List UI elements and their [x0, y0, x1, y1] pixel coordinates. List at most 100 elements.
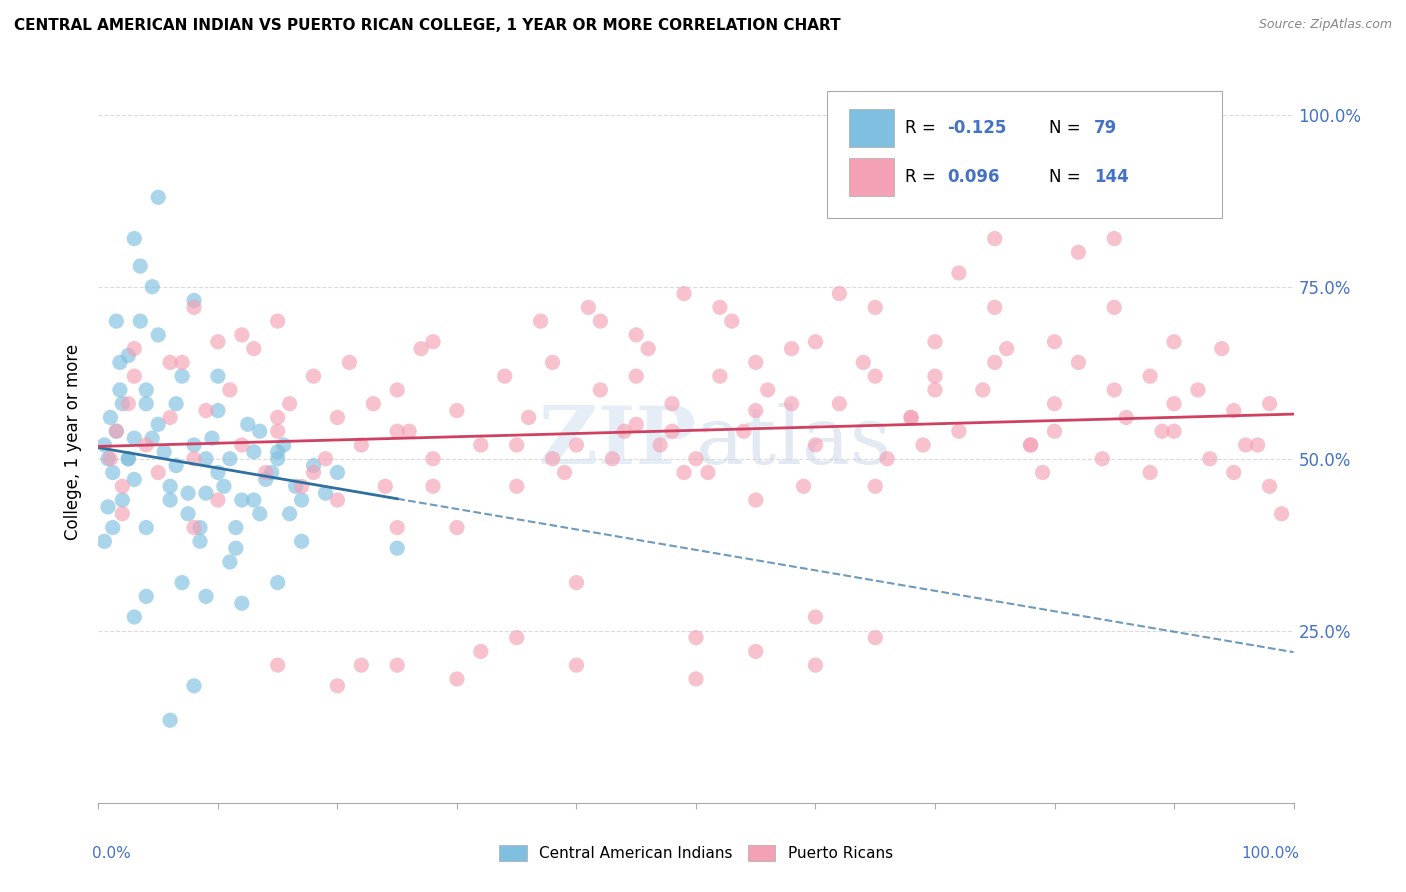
- Point: [249, 507, 271, 521]
- Point: [219, 555, 242, 569]
- Point: [565, 438, 588, 452]
- Point: [159, 493, 181, 508]
- Point: [148, 466, 170, 480]
- Point: [780, 397, 803, 411]
- Point: [745, 493, 768, 508]
- Point: [924, 334, 946, 349]
- Point: [219, 451, 242, 466]
- Point: [613, 424, 636, 438]
- Point: [565, 575, 588, 590]
- Point: [172, 369, 194, 384]
- Text: -0.125: -0.125: [948, 119, 1007, 137]
- Point: [685, 672, 707, 686]
- Point: [148, 327, 170, 342]
- Point: [172, 355, 194, 369]
- Point: [626, 369, 648, 384]
- Point: [97, 500, 120, 514]
- Point: [972, 383, 994, 397]
- Point: [865, 631, 887, 645]
- Point: [315, 451, 337, 466]
- Point: [267, 445, 290, 459]
- Point: [554, 466, 576, 480]
- Point: [172, 575, 194, 590]
- Point: [188, 534, 211, 549]
- Point: [1271, 507, 1294, 521]
- Point: [1223, 403, 1246, 417]
- Point: [626, 417, 648, 432]
- Point: [267, 658, 290, 673]
- Point: [398, 424, 420, 438]
- Point: [108, 355, 131, 369]
- Point: [195, 590, 218, 604]
- Point: [183, 301, 205, 315]
- Point: [745, 403, 768, 417]
- Point: [804, 438, 827, 452]
- Point: [446, 520, 468, 534]
- Point: [852, 355, 875, 369]
- Point: [273, 438, 295, 452]
- Point: [141, 431, 163, 445]
- Point: [101, 520, 124, 534]
- Point: [207, 334, 229, 349]
- Point: [159, 713, 181, 727]
- Point: [278, 397, 301, 411]
- Point: [219, 383, 242, 397]
- Point: [231, 438, 253, 452]
- Point: [135, 438, 157, 452]
- Point: [159, 410, 181, 425]
- Point: [207, 369, 229, 384]
- Text: N =: N =: [1049, 119, 1085, 137]
- Point: [148, 417, 170, 432]
- Point: [1104, 231, 1126, 245]
- Point: [995, 342, 1018, 356]
- Point: [506, 438, 529, 452]
- Point: [124, 231, 146, 245]
- Point: [98, 451, 122, 466]
- Point: [804, 658, 827, 673]
- Point: [195, 451, 218, 466]
- Point: [506, 631, 529, 645]
- Point: [108, 383, 131, 397]
- Point: [101, 466, 124, 480]
- Point: [1187, 383, 1209, 397]
- Point: [865, 479, 887, 493]
- Point: [212, 479, 235, 493]
- Point: [780, 342, 803, 356]
- Point: [98, 410, 122, 425]
- Point: [129, 259, 152, 273]
- Point: [129, 314, 152, 328]
- FancyBboxPatch shape: [849, 109, 894, 147]
- Point: [105, 424, 128, 438]
- Point: [1019, 438, 1042, 452]
- Point: [159, 479, 181, 493]
- Point: [541, 451, 564, 466]
- Point: [828, 286, 851, 301]
- Point: [135, 520, 157, 534]
- Point: [446, 672, 468, 686]
- Point: [159, 355, 181, 369]
- Point: [602, 451, 624, 466]
- Point: [148, 190, 170, 204]
- Point: [494, 369, 516, 384]
- Point: [350, 658, 373, 673]
- Point: [267, 314, 290, 328]
- Point: [1139, 466, 1161, 480]
- Point: [326, 679, 349, 693]
- Point: [385, 424, 409, 438]
- Point: [506, 479, 529, 493]
- Point: [411, 342, 433, 356]
- Point: [260, 466, 283, 480]
- Point: [111, 493, 134, 508]
- Point: [97, 451, 120, 466]
- Point: [1067, 245, 1090, 260]
- Point: [385, 520, 409, 534]
- Point: [124, 610, 146, 624]
- Point: [350, 438, 373, 452]
- Point: [291, 534, 314, 549]
- Point: [326, 493, 349, 508]
- Point: [948, 424, 970, 438]
- Point: [177, 507, 200, 521]
- Point: [177, 486, 200, 500]
- Point: [254, 466, 277, 480]
- Point: [183, 293, 205, 308]
